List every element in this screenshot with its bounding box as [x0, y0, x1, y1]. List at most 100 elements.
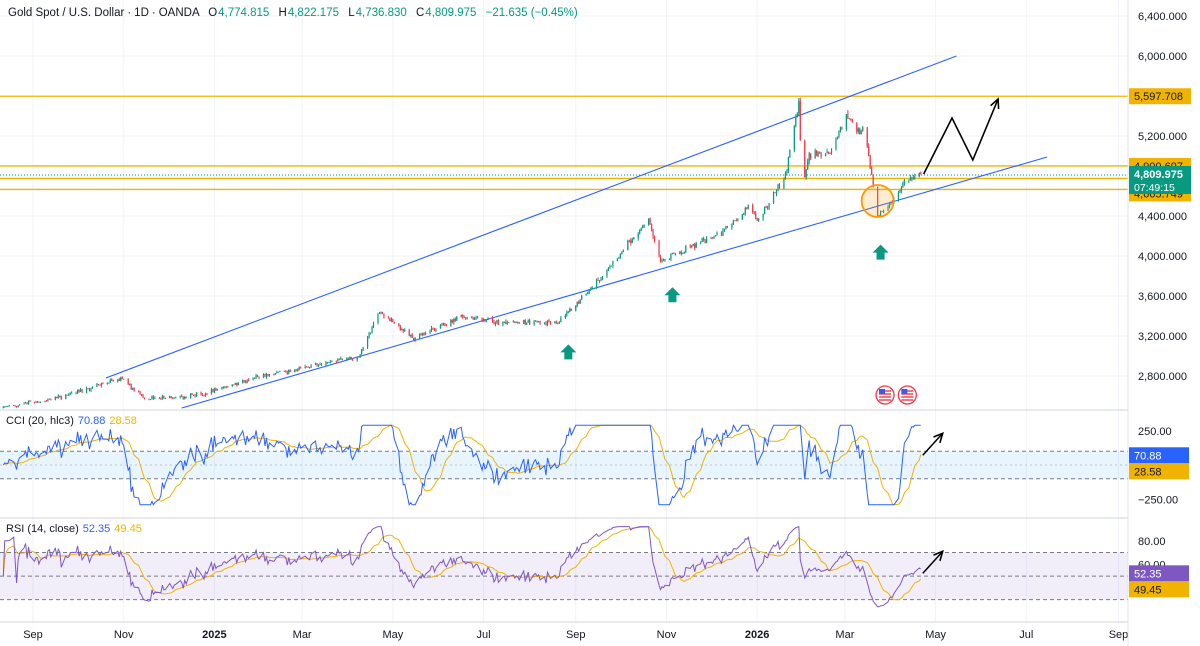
candle-body[interactable]: [181, 396, 183, 398]
candle-body[interactable]: [242, 380, 244, 383]
candle-body[interactable]: [117, 379, 119, 382]
candle-body[interactable]: [172, 397, 174, 399]
candle-body[interactable]: [393, 322, 395, 324]
candle-body[interactable]: [778, 184, 781, 189]
candle-body[interactable]: [772, 192, 775, 204]
candle-body[interactable]: [142, 395, 144, 398]
candle-body[interactable]: [737, 219, 739, 221]
candle-body[interactable]: [399, 325, 401, 331]
candle-body[interactable]: [231, 384, 233, 387]
time-tick-label[interactable]: Mar: [835, 629, 854, 641]
candle-body[interactable]: [887, 207, 889, 211]
candle-body[interactable]: [588, 289, 590, 294]
candle-body[interactable]: [262, 373, 265, 378]
candle-body[interactable]: [102, 383, 104, 385]
candle-body[interactable]: [903, 179, 905, 184]
candle-body[interactable]: [914, 176, 916, 179]
candle-body[interactable]: [139, 391, 141, 395]
candle-body[interactable]: [506, 322, 508, 325]
candle-body[interactable]: [106, 383, 108, 384]
candle-body[interactable]: [274, 373, 276, 375]
candle-body[interactable]: [245, 381, 247, 383]
candle-body[interactable]: [149, 399, 152, 401]
candle-body[interactable]: [674, 253, 676, 255]
candle-body[interactable]: [902, 183, 904, 188]
candle-body[interactable]: [26, 402, 28, 404]
candle-body[interactable]: [75, 392, 77, 394]
candle-body[interactable]: [361, 349, 363, 355]
candle-body[interactable]: [328, 362, 330, 363]
candle-body[interactable]: [691, 245, 693, 247]
candle-body[interactable]: [264, 373, 266, 377]
candle-body[interactable]: [371, 326, 373, 333]
candle-body[interactable]: [170, 396, 172, 398]
candle-body[interactable]: [692, 243, 694, 246]
candle-body[interactable]: [619, 254, 621, 258]
price-tick-label[interactable]: 4,000.000: [1138, 251, 1187, 263]
candle-body[interactable]: [847, 114, 849, 119]
candle-body[interactable]: [527, 320, 529, 323]
channel-upper-line[interactable]: [105, 55, 957, 379]
candle-body[interactable]: [47, 399, 49, 402]
us-flag-icon[interactable]: [897, 385, 918, 405]
buy-signal-arrow-icon[interactable]: [872, 244, 889, 260]
candle-body[interactable]: [77, 389, 79, 393]
candle-body[interactable]: [310, 365, 312, 368]
symbol-name[interactable]: Gold Spot / U.S. Dollar: [8, 7, 125, 19]
candle-body[interactable]: [820, 153, 822, 157]
candle-body[interactable]: [265, 374, 268, 377]
candle-body[interactable]: [795, 116, 797, 126]
candle-body[interactable]: [701, 237, 703, 242]
candle-body[interactable]: [298, 367, 300, 370]
candle-body[interactable]: [881, 211, 883, 212]
candle-body[interactable]: [640, 228, 642, 231]
candle-body[interactable]: [100, 383, 103, 386]
candle-body[interactable]: [118, 379, 120, 381]
candle-body[interactable]: [152, 396, 155, 399]
candle-body[interactable]: [127, 378, 129, 385]
candle-body[interactable]: [862, 127, 864, 132]
candle-body[interactable]: [543, 322, 546, 324]
candle-body[interactable]: [465, 317, 467, 319]
candle-body[interactable]: [827, 151, 830, 154]
candle-body[interactable]: [79, 389, 82, 392]
candle-body[interactable]: [4, 406, 6, 408]
candle-body[interactable]: [191, 393, 193, 395]
candle-body[interactable]: [410, 334, 412, 336]
time-tick-label[interactable]: Jul: [477, 629, 491, 641]
candle-body[interactable]: [297, 369, 299, 371]
candle-body[interactable]: [548, 320, 550, 322]
candle-body[interactable]: [535, 320, 537, 322]
candle-body[interactable]: [17, 405, 19, 408]
us-flag-icon[interactable]: [875, 385, 895, 405]
candle-body[interactable]: [839, 127, 842, 132]
candle-body[interactable]: [288, 370, 290, 374]
candle-body[interactable]: [601, 276, 604, 279]
candle-body[interactable]: [246, 379, 248, 383]
time-tick-label[interactable]: Sep: [1109, 629, 1129, 641]
candle-body[interactable]: [314, 363, 317, 366]
candle-body[interactable]: [143, 397, 146, 399]
candle-body[interactable]: [85, 388, 88, 392]
candle-body[interactable]: [585, 293, 587, 296]
candle-body[interactable]: [285, 371, 287, 373]
candle-body[interactable]: [304, 366, 306, 369]
rsi-projection-arrow[interactable]: [922, 550, 944, 574]
candle-body[interactable]: [680, 251, 682, 254]
candle-body[interactable]: [549, 321, 552, 324]
candle-body[interactable]: [377, 313, 379, 323]
candle-body[interactable]: [358, 356, 360, 358]
candle-body[interactable]: [253, 377, 256, 379]
candle-body[interactable]: [597, 279, 599, 281]
candle-body[interactable]: [866, 127, 868, 147]
candle-body[interactable]: [96, 384, 98, 387]
candle-body[interactable]: [277, 371, 279, 373]
candle-body[interactable]: [514, 321, 516, 323]
candle-body[interactable]: [789, 149, 791, 158]
candle-body[interactable]: [66, 394, 68, 396]
candle-body[interactable]: [413, 337, 415, 340]
candle-body[interactable]: [491, 317, 494, 321]
candle-body[interactable]: [529, 320, 531, 325]
candle-body[interactable]: [273, 374, 275, 375]
candle-body[interactable]: [503, 321, 505, 323]
